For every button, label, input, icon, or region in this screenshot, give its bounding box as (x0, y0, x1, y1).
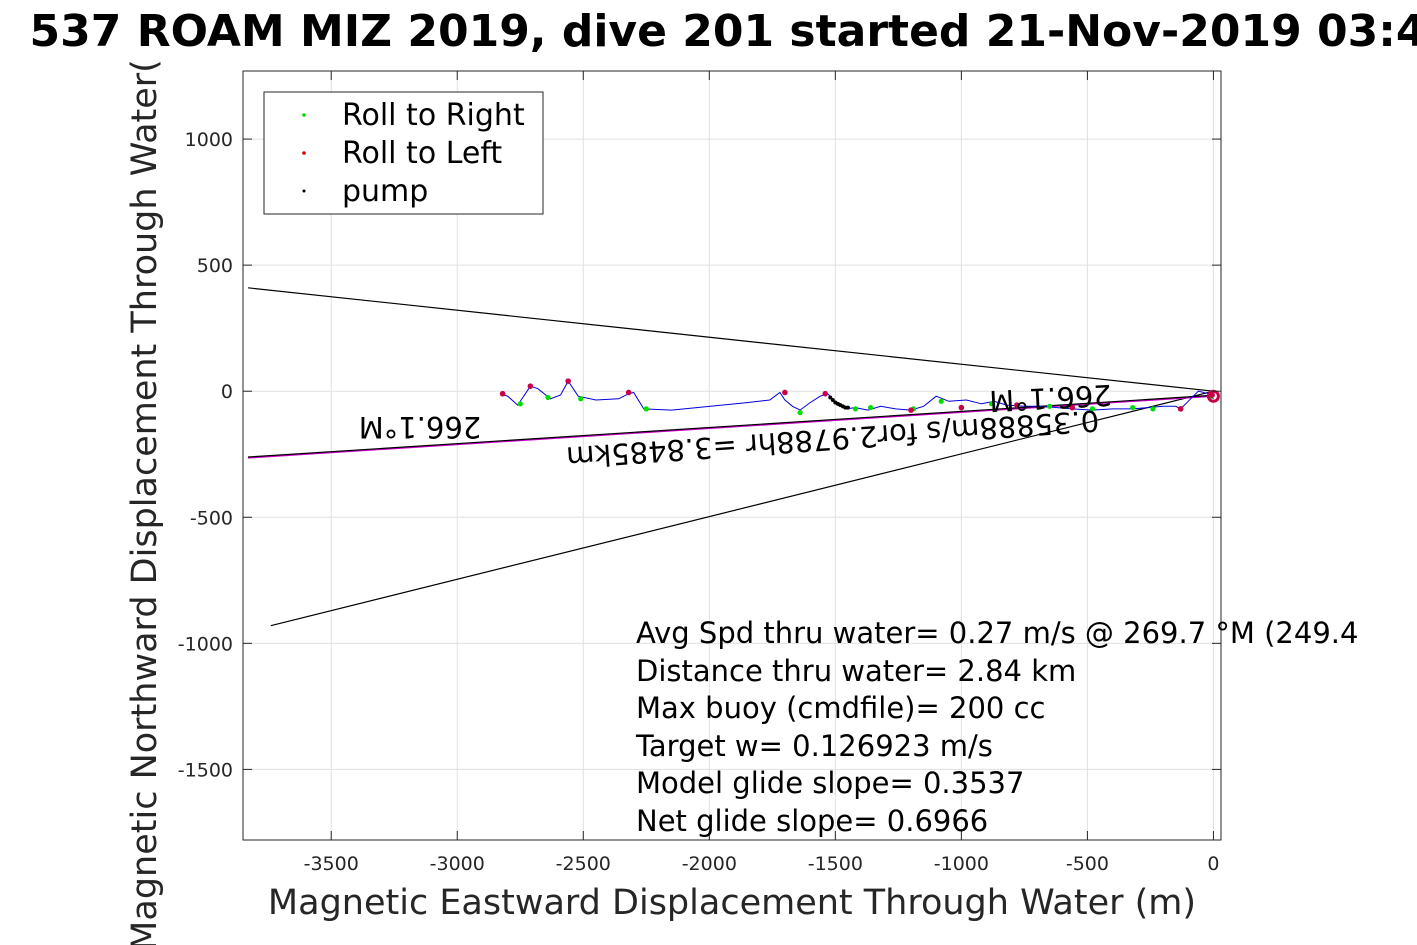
legend-label-roll-right: Roll to Right (342, 98, 525, 133)
roll-right-marker (545, 394, 551, 401)
speed-distance-label: 0.35888m/s for2.9788hr =3.8485km (565, 403, 1100, 474)
roll-right-marker (868, 404, 874, 411)
annotation-model-glide: Model glide slope= 0.3537 (636, 766, 1024, 800)
roll-left-marker (625, 389, 632, 396)
legend-box (263, 91, 544, 215)
stats-annotations: Avg Spd thru water= 0.27 m/s @ 269.7 °M … (635, 616, 1358, 838)
x-tick-label: -2000 (682, 853, 737, 875)
heading-label-right: 266.1°M (988, 378, 1112, 418)
roll-right-marker (989, 401, 995, 407)
roll-left-marker (958, 404, 965, 411)
x-tick-label: -2500 (556, 853, 611, 875)
y-tick-label: -1500 (178, 759, 233, 781)
legend-marker-roll-left (302, 151, 306, 155)
y-axis-label: Magnetic Northward Displacement Through … (125, 59, 165, 945)
pump-marker (845, 405, 850, 410)
pump-marker (830, 398, 835, 403)
reference-line (270, 390, 1214, 627)
roll-right-marker (1089, 406, 1096, 412)
roll-right-marker (852, 406, 859, 412)
roll-left-marker (1069, 404, 1076, 411)
annotation-avg-speed: Avg Spd thru water= 0.27 m/s @ 269.7 °M … (636, 616, 1358, 650)
annotation-max-buoy: Max buoy (cmdfile)= 200 cc (636, 691, 1045, 725)
x-tick-label: -1000 (934, 853, 989, 875)
reference-lines (247, 287, 1214, 627)
reference-line (248, 395, 1214, 459)
axis-ticks: -3500 -3000 -2500 -2000 -1500 -1000 -500 0 1000 5… (178, 71, 1221, 875)
axes-frame (242, 70, 1222, 841)
x-tick-label: -500 (1066, 853, 1109, 875)
legend-label-roll-left: Roll to Left (342, 136, 502, 171)
roll-right-marker (938, 398, 944, 404)
y-tick-label: -1000 (178, 633, 233, 655)
roll-left-marker (1014, 402, 1020, 408)
roll-right-marker (578, 396, 584, 402)
markers (499, 378, 1220, 416)
roll-right-marker (1150, 406, 1156, 412)
annotation-net-glide: Net glide slope= 0.6966 (636, 804, 988, 838)
y-tick-label: 500 (197, 255, 233, 277)
roll-right-marker (797, 410, 803, 416)
reference-line (247, 287, 1214, 392)
x-tick-label: -3500 (304, 853, 359, 875)
roll-left-marker (499, 390, 506, 397)
y-tick-label: 1000 (185, 129, 233, 151)
roll-left-marker (527, 383, 534, 389)
roll-right-marker (643, 406, 649, 412)
roll-left-marker (1177, 406, 1184, 412)
chart-title: 537 ROAM MIZ 2019, dive 201 started 21-N… (30, 6, 1417, 57)
x-axis-label: Magnetic Eastward Displacement Through W… (268, 883, 1196, 923)
annotation-target-w: Target w= 0.126923 m/s (635, 729, 993, 763)
roll-left-marker (822, 390, 829, 397)
annotation-distance: Distance thru water= 2.84 km (636, 654, 1076, 688)
roll-left-marker (565, 378, 571, 384)
legend-label-pump: pump (342, 174, 428, 209)
reference-line (248, 394, 1214, 458)
legend-marker-roll-right (302, 113, 306, 117)
roll-right-marker (1046, 403, 1053, 409)
roll-left-marker (782, 389, 788, 396)
pump-marker (828, 395, 833, 400)
x-tick-label: -1500 (808, 853, 863, 875)
grid-lines (243, 71, 1221, 840)
roll-left-marker (908, 407, 914, 413)
y-tick-label: 0 (221, 381, 233, 403)
heading-label-left: 266.1°M (359, 410, 482, 444)
y-tick-label: -500 (190, 507, 233, 529)
x-tick-label: -3000 (430, 853, 485, 875)
roll-right-marker (517, 401, 523, 407)
legend-marker-pump (302, 189, 306, 193)
legend: Roll to Right Roll to Left pump (263, 91, 544, 215)
x-tick-label: 0 (1207, 853, 1219, 875)
roll-right-marker (1130, 404, 1136, 411)
